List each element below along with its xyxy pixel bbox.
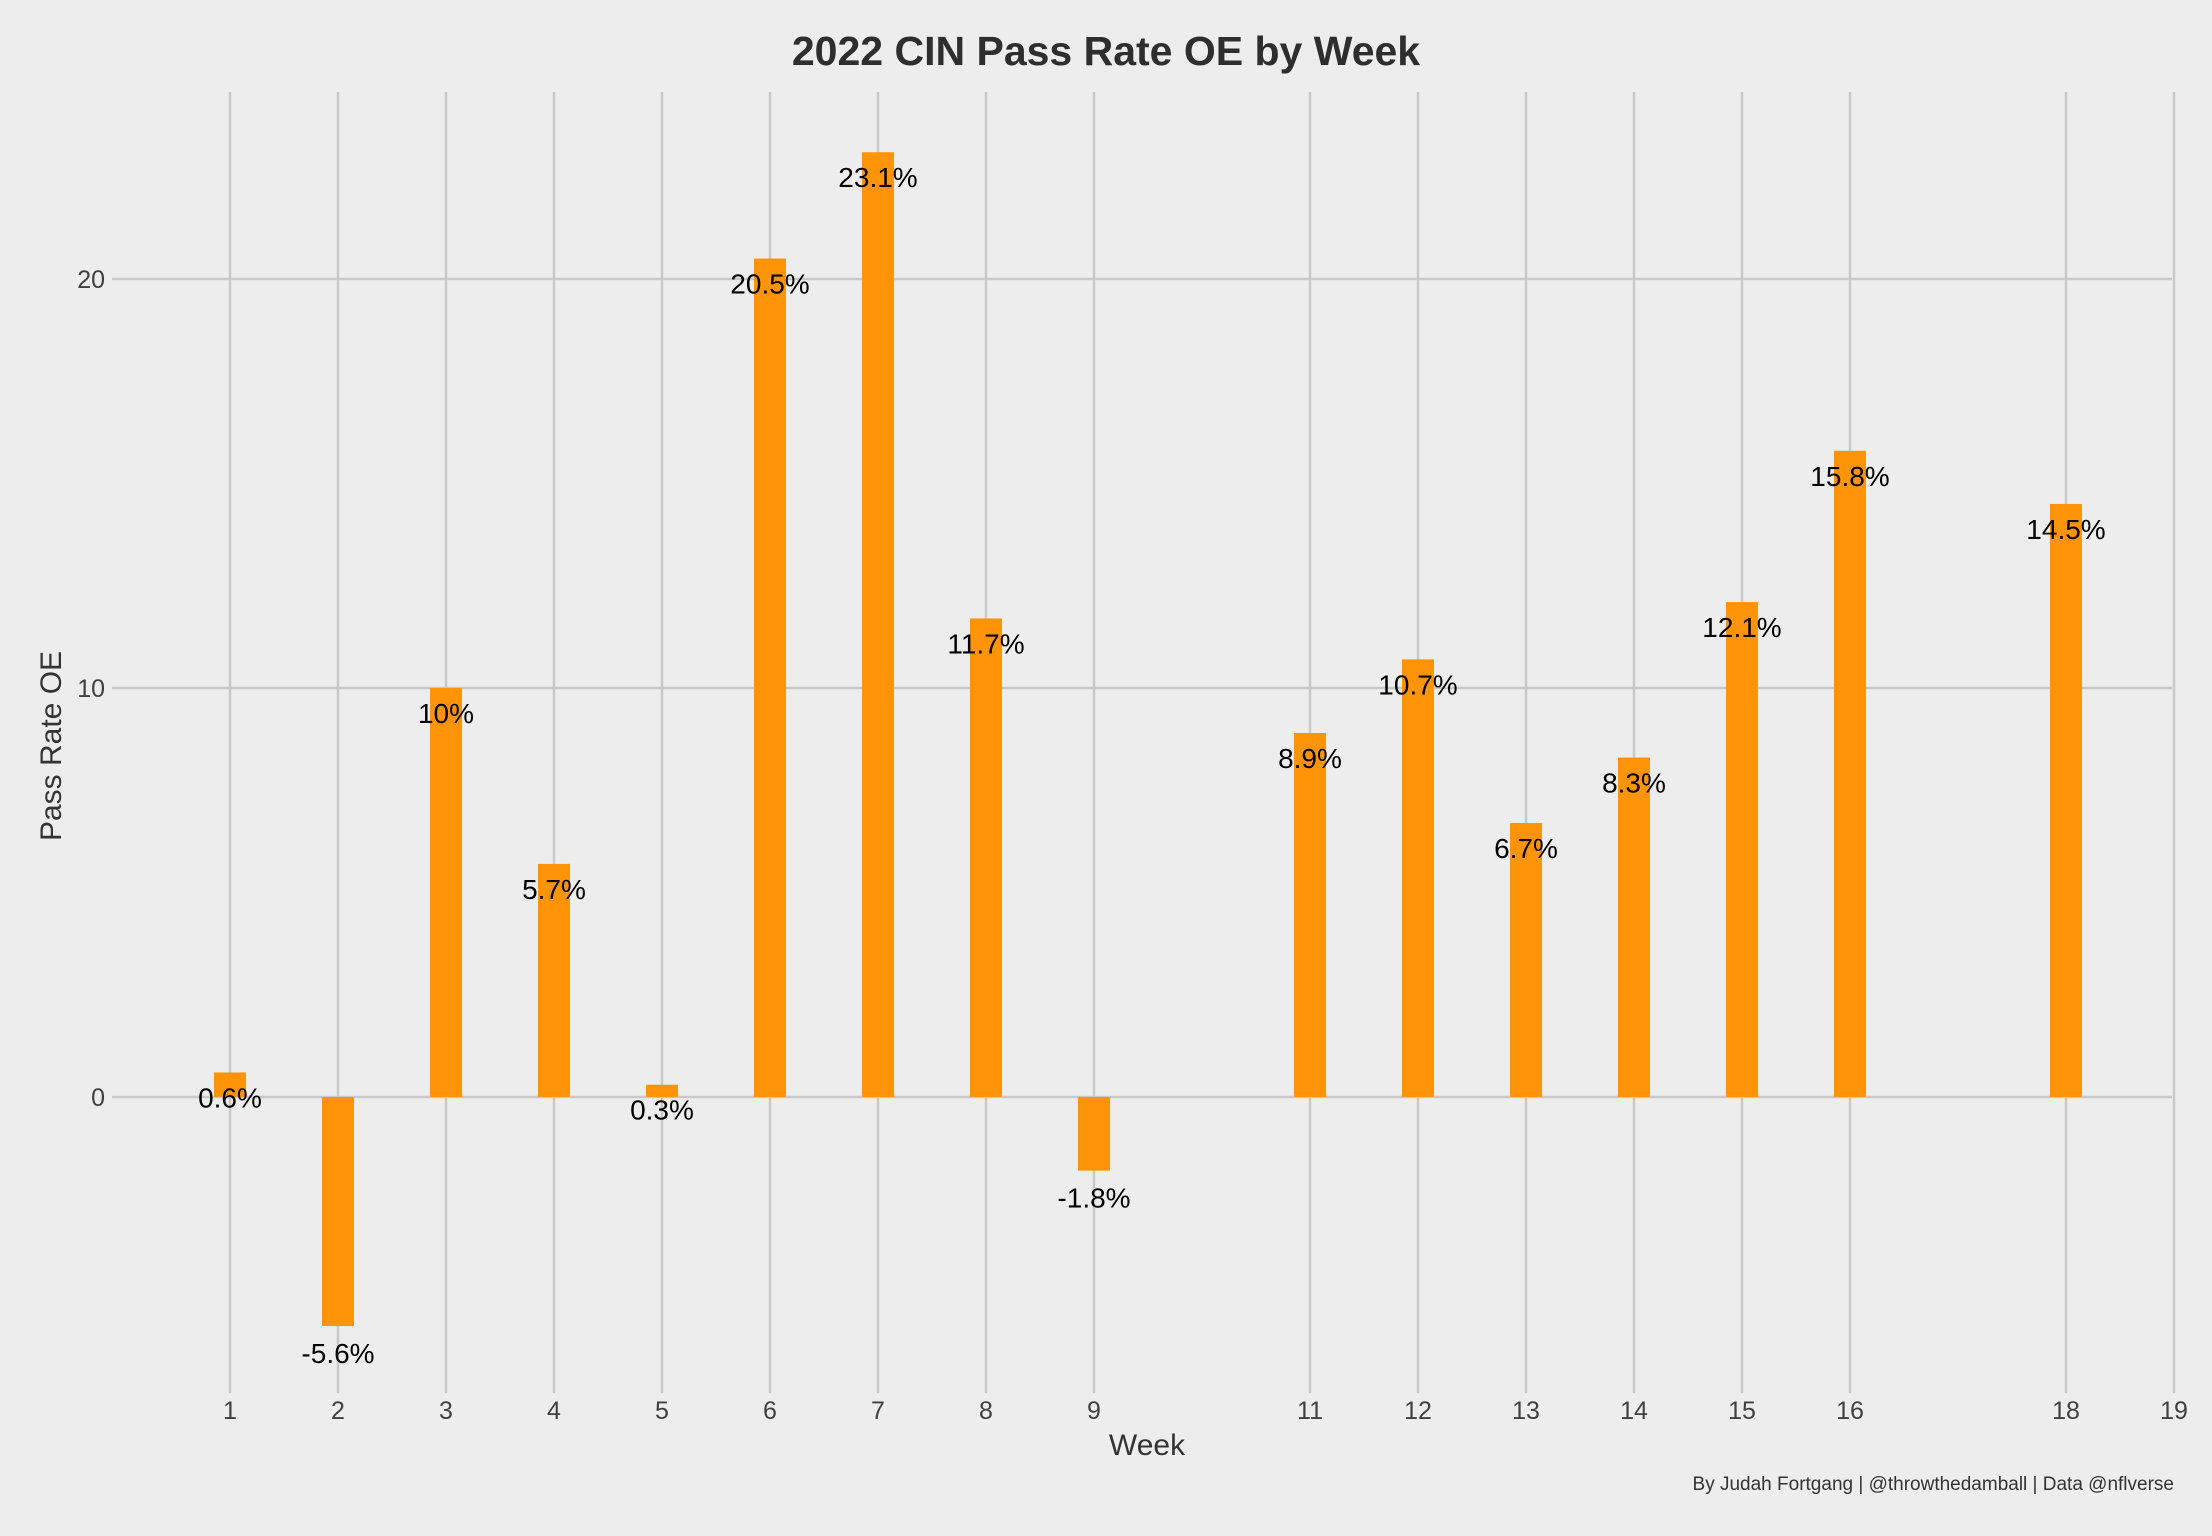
x-tick-label-15: 15 bbox=[1728, 1397, 1756, 1425]
y-tick-label-0: 0 bbox=[91, 1084, 105, 1112]
bar-week-2 bbox=[322, 1097, 354, 1327]
x-tick-label-4: 4 bbox=[547, 1397, 561, 1425]
data-label-week-2: -5.6% bbox=[301, 1338, 374, 1369]
y-axis-title: Pass Rate OE bbox=[35, 651, 68, 841]
x-axis-ticks: 1 2 3 4 5 6 7 8 9 11 12 13 14 15 16 18 19 bbox=[223, 1385, 2188, 1425]
data-label-week-13: 6.7% bbox=[1494, 833, 1558, 864]
y-tick-label-20: 20 bbox=[77, 266, 105, 294]
data-label-week-16: 15.8% bbox=[1810, 461, 1889, 492]
bar-week-15 bbox=[1726, 602, 1758, 1097]
bar-week-18 bbox=[2050, 503, 2082, 1097]
bars bbox=[214, 152, 2082, 1327]
data-label-week-14: 8.3% bbox=[1602, 768, 1666, 799]
x-tick-label-14: 14 bbox=[1620, 1397, 1648, 1425]
x-tick-label-13: 13 bbox=[1512, 1397, 1540, 1425]
bar-week-3 bbox=[430, 688, 462, 1097]
x-tick-label-12: 12 bbox=[1404, 1397, 1432, 1425]
data-label-week-4: 5.7% bbox=[522, 874, 586, 905]
chart-caption: By Judah Fortgang | @throwthedamball | D… bbox=[1692, 1474, 2174, 1495]
data-label-week-6: 20.5% bbox=[730, 269, 809, 300]
x-tick-label-8: 8 bbox=[979, 1397, 993, 1425]
y-tick-label-10: 10 bbox=[77, 675, 105, 703]
bar-week-4 bbox=[538, 863, 570, 1097]
data-label-week-9: -1.8% bbox=[1057, 1183, 1130, 1214]
x-tick-label-9: 9 bbox=[1087, 1397, 1101, 1425]
bar-week-7 bbox=[862, 152, 894, 1097]
x-tick-label-16: 16 bbox=[1836, 1397, 1864, 1425]
bar-week-1 bbox=[214, 1072, 246, 1097]
bar-week-11 bbox=[1294, 732, 1326, 1097]
x-tick-label-19: 19 bbox=[2160, 1397, 2188, 1425]
bar-week-12 bbox=[1402, 659, 1434, 1097]
data-label-week-5: 0.3% bbox=[630, 1095, 694, 1126]
data-label-week-8: 11.7% bbox=[947, 628, 1024, 659]
x-axis-title: Week bbox=[1109, 1429, 1186, 1462]
x-tick-label-11: 11 bbox=[1297, 1397, 1323, 1425]
data-label-week-7: 23.1% bbox=[838, 162, 917, 193]
x-tick-label-5: 5 bbox=[655, 1397, 669, 1425]
x-tick-label-7: 7 bbox=[871, 1397, 885, 1425]
bar-week-14 bbox=[1618, 757, 1650, 1097]
bar-week-13 bbox=[1510, 822, 1542, 1097]
x-tick-label-3: 3 bbox=[439, 1397, 453, 1425]
data-label-week-15: 12.1% bbox=[1702, 612, 1781, 643]
bar-week-5 bbox=[646, 1084, 678, 1097]
data-label-week-1: 0.6% bbox=[198, 1082, 262, 1113]
chart-title: 2022 CIN Pass Rate OE by Week bbox=[791, 28, 1421, 74]
bar-week-9 bbox=[1078, 1097, 1110, 1171]
y-axis-ticks: 0 10 20 bbox=[77, 266, 120, 1112]
data-label-week-11: 8.9% bbox=[1278, 743, 1342, 774]
x-tick-label-1: 1 bbox=[223, 1397, 237, 1425]
bar-week-16 bbox=[1834, 450, 1866, 1097]
data-label-week-18: 14.5% bbox=[2026, 514, 2105, 545]
data-label-week-12: 10.7% bbox=[1378, 669, 1457, 700]
data-label-week-3: 10% bbox=[418, 698, 474, 729]
bar-week-8 bbox=[970, 618, 1002, 1097]
x-tick-label-18: 18 bbox=[2052, 1397, 2080, 1425]
data-labels: 0.6% -5.6% 10% 5.7% 0.3% 20.5% 23.1% 11.7% -1.8%… bbox=[198, 162, 2106, 1369]
bar-week-6 bbox=[754, 258, 786, 1097]
x-tick-label-6: 6 bbox=[763, 1397, 777, 1425]
x-tick-label-2: 2 bbox=[331, 1397, 345, 1425]
